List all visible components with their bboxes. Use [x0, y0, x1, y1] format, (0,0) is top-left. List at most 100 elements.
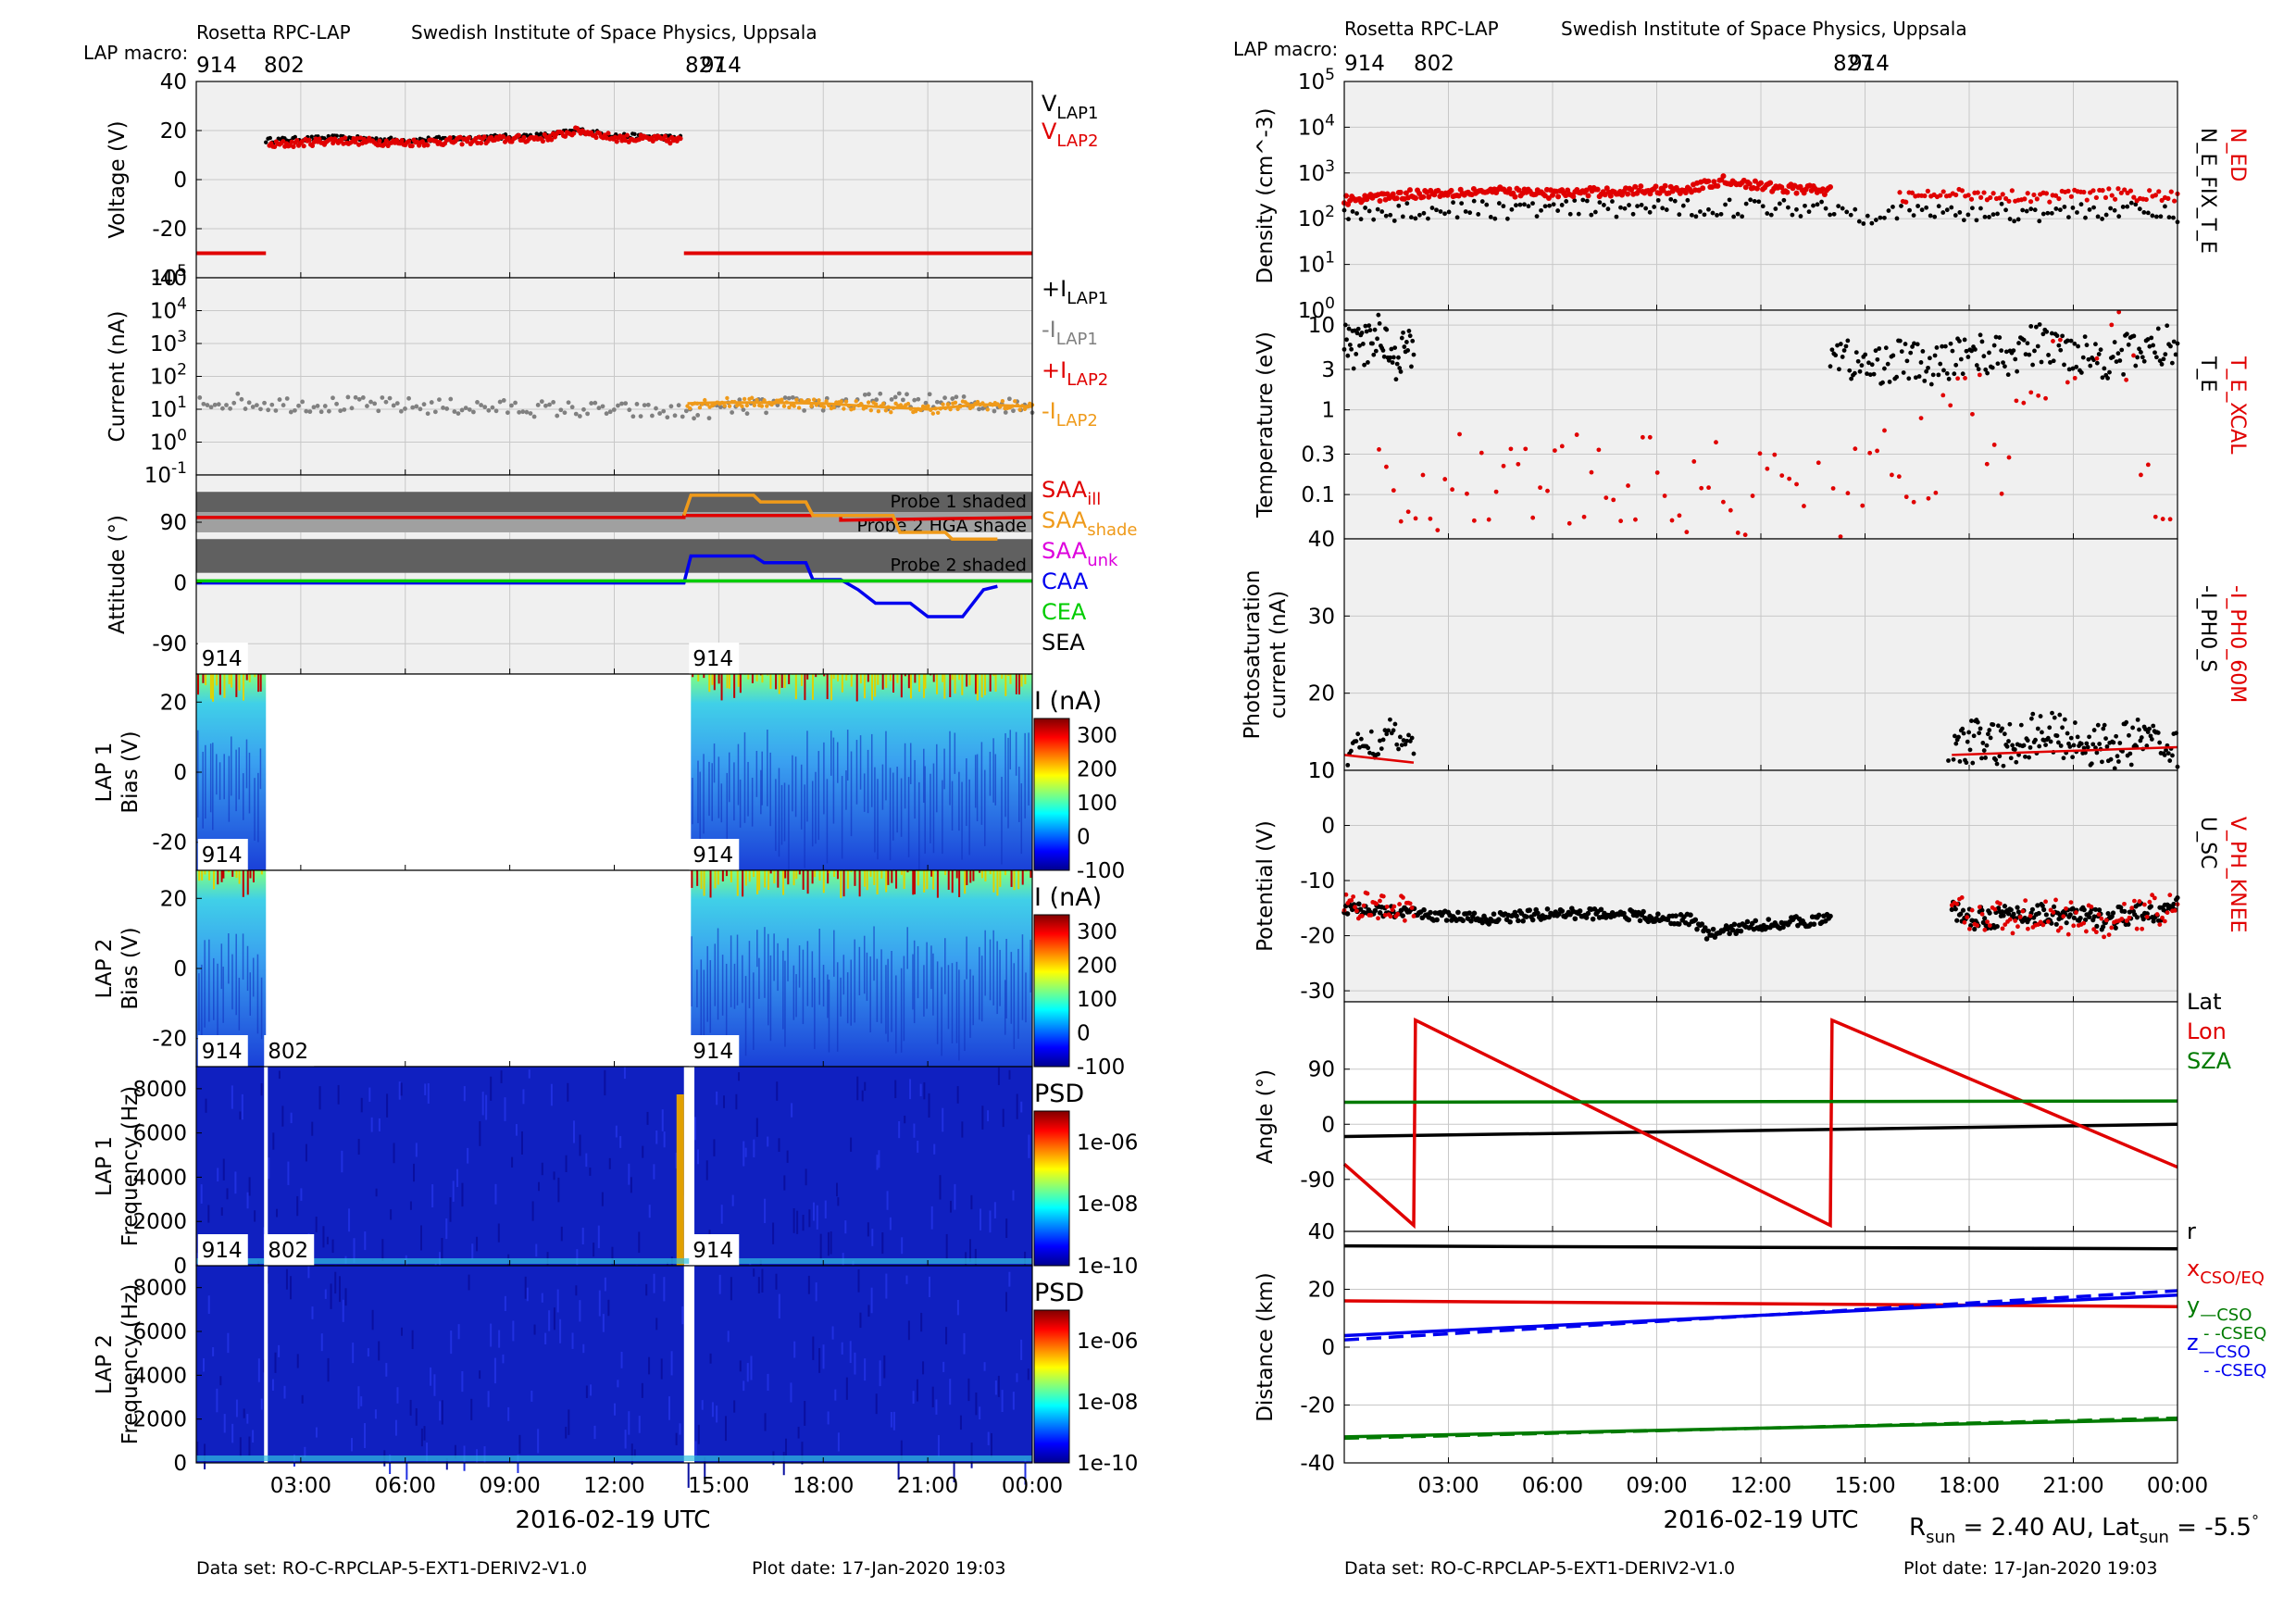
- xtick-label: 03:00: [270, 1474, 331, 1498]
- temperature-point: [1838, 342, 1843, 346]
- lap1_psd-heatmap-texture: [802, 1214, 805, 1231]
- lap1_psd-heatmap-texture: [597, 1225, 600, 1249]
- temperature-point: [2072, 341, 2078, 346]
- temperature-point: [1873, 348, 1878, 354]
- current-point: [661, 408, 667, 414]
- temperature-point: [1553, 448, 1557, 453]
- current-point: [821, 405, 827, 409]
- photosat-point: [2155, 731, 2161, 735]
- current-point: [284, 396, 290, 401]
- voltage-legend-item: VLAP1: [1042, 91, 1098, 123]
- lap2_psd-heatmap-texture: [571, 1332, 574, 1349]
- lap1_psd-heatmap-texture: [755, 1118, 758, 1137]
- left-institute-title: Swedish Institute of Space Physics, Upps…: [411, 21, 817, 44]
- current-point: [365, 404, 369, 408]
- photosat-ytick-label: 10: [1308, 759, 1335, 783]
- lap2_psd-heatmap-texture: [296, 1354, 299, 1368]
- density-point: [1978, 194, 1984, 200]
- right-plotdate-footer: Plot date: 17-Jan-2020 19:03: [1903, 1558, 2158, 1579]
- lap2_bias-heatmap-block: [691, 870, 1032, 1067]
- lap2_psd-colorbar-title: PSD: [1034, 1279, 1084, 1307]
- lap1_bias-ytick-label: 0: [173, 761, 187, 785]
- temperature-point: [1995, 361, 2001, 367]
- photosat-point: [2128, 762, 2134, 768]
- lap1_bias-colorbar-tick: 100: [1077, 792, 1117, 816]
- lap1_psd-heatmap-texture: [864, 1081, 867, 1092]
- density-point: [1890, 204, 1895, 209]
- lap1_psd-heatmap-texture: [648, 1205, 651, 1218]
- lap2_bias-heatmap-texture: [742, 955, 743, 1004]
- lap1_bias-heatmap-texture: [909, 743, 912, 784]
- potential-legend-vertical: U_SC: [2196, 817, 2219, 868]
- potential-point: [1471, 910, 1478, 917]
- lap1_bias-heatmap-texture: [811, 781, 814, 847]
- current-ytick-label: 100: [150, 427, 187, 456]
- lap2_psd-heatmap-texture: [231, 1423, 234, 1443]
- lap1_psd-heatmap-texture: [819, 1233, 822, 1259]
- lap2_bias-heatmap-texture: [913, 870, 916, 894]
- lap2_psd-heatmap-texture: [212, 1347, 215, 1356]
- lap2_psd-heatmap-texture: [845, 1377, 848, 1400]
- density-point: [1534, 214, 1540, 219]
- temperature-point: [2139, 350, 2143, 355]
- lap2_psd-heatmap-texture: [849, 1341, 852, 1364]
- density-point: [1982, 214, 1988, 219]
- potential-point: [2087, 914, 2092, 919]
- lap1_bias-heatmap-texture: [760, 674, 763, 676]
- lap1_bias-heatmap-texture: [961, 781, 963, 860]
- lap2_bias-heatmap-texture: [951, 870, 954, 893]
- temperature-point: [1882, 428, 1887, 433]
- distance-line-y-cseq: [1343, 1416, 2178, 1441]
- temperature-point: [1859, 363, 1865, 369]
- temperature-point: [1367, 328, 1373, 332]
- potential-ytick-label: 0: [1321, 815, 1335, 839]
- lap2_bias-heatmap-texture: [249, 972, 251, 1016]
- lap1_bias-heatmap-texture: [720, 783, 723, 823]
- lap1_psd-heatmap-texture: [272, 1132, 275, 1150]
- lap1_bias-heatmap-texture: [870, 674, 873, 701]
- lap1_bias-heatmap-texture: [737, 674, 740, 687]
- potential-point: [1811, 921, 1817, 927]
- lap1_psd-heatmap-texture: [220, 1207, 223, 1216]
- lap2_psd-heatmap-texture: [512, 1320, 515, 1342]
- potential-point: [2132, 898, 2137, 904]
- photosat-point: [2108, 756, 2114, 762]
- current-point: [1013, 399, 1017, 404]
- photosat-point: [2117, 741, 2123, 745]
- lap2_psd-heatmap-texture: [582, 1343, 585, 1354]
- photosat-point: [2083, 750, 2088, 756]
- lap1_psd-spike: [676, 1094, 684, 1266]
- photosat-point: [2157, 740, 2163, 745]
- temperature-point: [1911, 499, 1916, 505]
- lap1_psd-heatmap-texture: [290, 1112, 293, 1124]
- lap1_psd-heatmap-texture: [898, 1120, 901, 1139]
- lap1_bias-heatmap-texture: [904, 743, 906, 809]
- temperature-point: [1969, 348, 1975, 354]
- lap2_psd-heatmap-texture: [709, 1353, 712, 1364]
- temperature-point: [2145, 462, 2151, 468]
- temperature-point: [1486, 517, 1491, 522]
- rsun-lat-value: = -5.5: [2169, 1514, 2252, 1542]
- temperature-point: [1765, 466, 1770, 471]
- lap2_bias-heatmap-texture: [964, 870, 967, 894]
- current-point: [943, 406, 948, 411]
- lap2_bias-heatmap-texture: [858, 870, 861, 897]
- temperature-point: [1926, 495, 1931, 501]
- potential-point: [1949, 906, 1954, 913]
- lap2_bias-heatmap-texture: [709, 870, 712, 898]
- lap1_psd-heatmap-texture: [827, 1231, 830, 1256]
- temperature-point: [1944, 371, 1950, 376]
- lap1_bias-heatmap-texture: [994, 674, 997, 693]
- lap2_psd-heatmap-texture: [415, 1408, 418, 1426]
- density-point: [2112, 196, 2118, 202]
- current-point: [862, 392, 867, 397]
- lap2_psd-heatmap-texture: [196, 1442, 199, 1461]
- lap2_psd-heatmap-texture: [655, 1318, 658, 1330]
- voltage-point: [351, 135, 356, 142]
- lap1_psd-heatmap-texture: [835, 1182, 838, 1197]
- distance-line-z-cseq: [1343, 1289, 2178, 1342]
- potential-point: [2051, 910, 2056, 915]
- temperature-point: [1953, 362, 1959, 368]
- distance-line-x: [1343, 1299, 2178, 1308]
- lap1_psd-heatmap-texture: [917, 1141, 919, 1153]
